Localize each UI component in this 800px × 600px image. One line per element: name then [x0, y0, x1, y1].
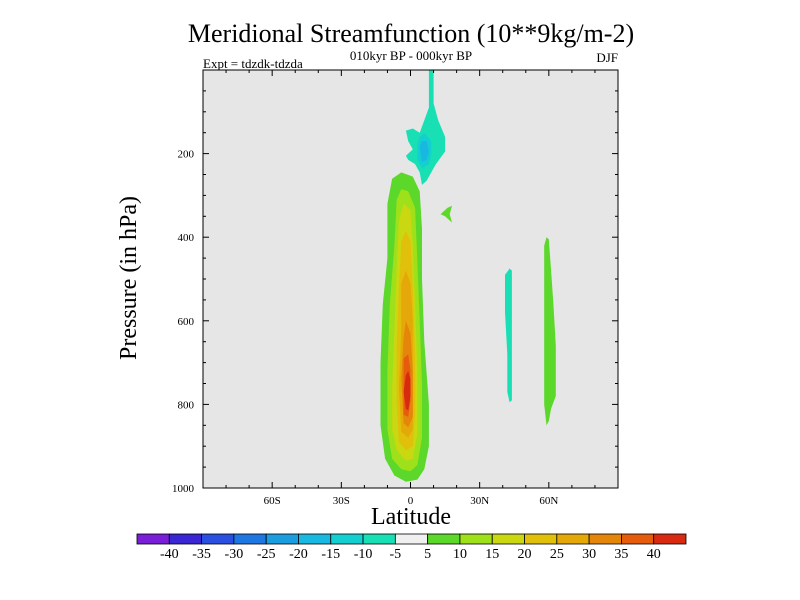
colorbar-swatch: [524, 533, 558, 545]
y-tick-label: 200: [178, 149, 195, 161]
colorbar-swatch: [491, 533, 525, 545]
experiment-label: Expt = tdzdk-tdzda: [203, 56, 303, 71]
colorbar-swatch: [653, 533, 687, 545]
colorbar-swatch: [556, 533, 590, 545]
colorbar-swatch: [298, 533, 332, 545]
colorbar-label: -35: [192, 547, 211, 562]
chart-subtitle: 010kyr BP - 000kyr BP: [350, 48, 472, 63]
contour-region-upper-negative-cell-5: [405, 70, 446, 185]
x-tick-label: 60S: [264, 495, 281, 507]
x-axis-label: Latitude: [371, 504, 451, 530]
colorbar-label: -40: [160, 547, 179, 562]
x-tick-label: 60N: [539, 495, 558, 507]
colorbar-swatch: [201, 533, 235, 545]
y-tick-label: 800: [178, 399, 195, 411]
colorbar-label: -10: [354, 547, 373, 562]
colorbar-label: 35: [614, 547, 628, 562]
colorbar-swatch: [330, 533, 364, 545]
contour-region-nh-negative-strip-5: [505, 268, 512, 403]
colorbar-label: -15: [321, 547, 340, 562]
colorbar-swatch: [621, 533, 655, 545]
contour-fill-group: [380, 70, 556, 482]
colorbar-label: 25: [550, 547, 564, 562]
y-tick-label: 400: [178, 232, 195, 244]
colorbar-swatch: [427, 533, 461, 545]
colorbar-label: 5: [424, 547, 431, 562]
colorbar-swatch: [394, 533, 429, 545]
season-label: DJF: [596, 50, 618, 65]
colorbar-swatch: [233, 533, 267, 545]
colorbar-swatch: [168, 533, 202, 545]
contour-region-upper-negative-cell-15: [419, 141, 429, 162]
colorbar-label: 10: [453, 547, 467, 562]
contour-region-positive-cell-40: [403, 371, 411, 411]
contour-region-upper-positive-spot-5: [440, 205, 452, 223]
colorbar-swatch: [588, 533, 622, 545]
y-axis-label: Pressure (in hPa): [116, 196, 142, 360]
y-tick-label: 600: [178, 316, 195, 328]
x-tick-label: 30S: [333, 495, 350, 507]
colorbar-label: -20: [289, 547, 308, 562]
colorbar-swatch: [265, 533, 299, 545]
colorbar-swatch: [362, 533, 396, 545]
y-axis: 200 400 600 800 1000: [172, 90, 618, 495]
colorbar-label: -25: [257, 547, 276, 562]
colorbar-label: -5: [390, 547, 402, 562]
x-tick-label: 0: [408, 495, 414, 507]
colorbar-label: -30: [225, 547, 244, 562]
y-tick-label: 1000: [172, 483, 195, 495]
colorbar-label: 15: [485, 547, 499, 562]
colorbar: -40 -35 -30 -25 -20 -15 -10 -5 5 10 15 20 25 30 35 40: [136, 533, 687, 562]
colorbar-swatch: [459, 533, 493, 545]
x-axis: 60S 30S 0 30N 60N: [225, 70, 596, 507]
x-tick-label: 30N: [470, 495, 489, 507]
colorbar-swatch: [136, 533, 170, 545]
colorbar-label: 40: [647, 547, 661, 562]
contour-region-nh-positive-strip-5: [544, 237, 556, 426]
chart-title: Meridional Streamfunction (10**9kg/m-2): [188, 19, 634, 48]
colorbar-label: 30: [582, 547, 596, 562]
colorbar-label: 20: [518, 547, 532, 562]
